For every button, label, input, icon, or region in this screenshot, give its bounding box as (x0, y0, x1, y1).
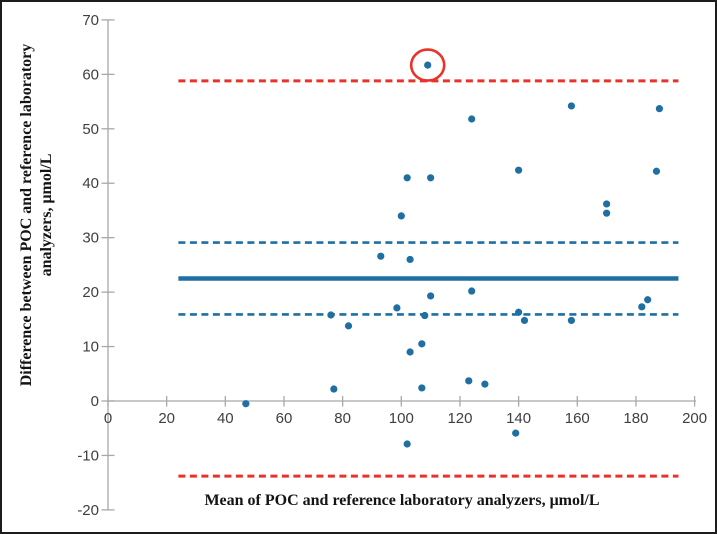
axis-ticks (101, 19, 696, 511)
data-point (468, 287, 476, 295)
x-tick-label: 140 (506, 410, 531, 427)
data-point (465, 377, 473, 385)
data-point (567, 102, 576, 110)
data-point (403, 440, 411, 448)
data-point (644, 296, 652, 304)
x-tick-label: 120 (447, 410, 472, 427)
x-tick-label: 60 (276, 410, 293, 427)
x-tick-label: 80 (334, 410, 351, 427)
x-tick-label: 40 (217, 410, 234, 427)
reference-lines (178, 79, 679, 478)
y-tick-label: 70 (82, 12, 99, 29)
data-point (567, 316, 576, 325)
y-tick-label: 0 (91, 393, 99, 410)
y-axis-title-line2: analyzers, μmol/L (38, 154, 55, 277)
y-axis-title-line1: Difference between POC and reference lab… (18, 44, 35, 387)
data-point (418, 340, 426, 348)
data-point (603, 209, 611, 217)
data-point (421, 311, 429, 320)
data-point (330, 385, 338, 393)
y-tick-label: 40 (82, 175, 99, 192)
data-point (406, 348, 414, 356)
x-tick-label: 0 (104, 410, 112, 427)
data-point (377, 252, 385, 260)
y-tick-label: -20 (77, 502, 99, 519)
axis-tick-labels: -20 -10 0 10 20 30 40 50 60 70 0 20 40 60 80 100 120 140 1… (77, 12, 707, 519)
y-tick-label: 10 (82, 339, 99, 356)
x-tick-label: 200 (682, 410, 707, 427)
data-point (468, 115, 476, 123)
data-point (403, 174, 411, 182)
outlier-circle-annotation (409, 48, 446, 82)
x-tick-label: 160 (565, 410, 590, 427)
data-point (638, 303, 646, 311)
x-axis-title: Mean of POC and reference laboratory ana… (204, 492, 599, 509)
data-point (512, 429, 520, 437)
data-point (652, 167, 661, 175)
data-point (655, 105, 664, 113)
data-point (418, 384, 426, 392)
data-point (427, 292, 435, 300)
data-point (393, 304, 401, 312)
x-tick-label: 100 (389, 410, 414, 427)
data-point (515, 308, 523, 316)
data-point (397, 212, 405, 220)
data-point (242, 400, 250, 408)
y-tick-label: 20 (82, 284, 99, 301)
x-tick-label: 180 (623, 410, 648, 427)
data-point (427, 174, 435, 182)
data-point (520, 316, 529, 325)
y-tick-label: 60 (82, 66, 99, 83)
scatter-points (242, 61, 664, 448)
y-tick-label: 50 (82, 121, 99, 138)
data-point (406, 255, 414, 264)
data-point (603, 200, 611, 208)
data-point (344, 322, 353, 330)
x-tick-label: 20 (158, 410, 175, 427)
data-point (481, 380, 489, 388)
y-tick-label: 30 (82, 230, 99, 247)
data-point (515, 166, 523, 174)
data-point (424, 61, 432, 69)
data-point (327, 311, 335, 319)
y-tick-label: -10 (77, 447, 99, 464)
